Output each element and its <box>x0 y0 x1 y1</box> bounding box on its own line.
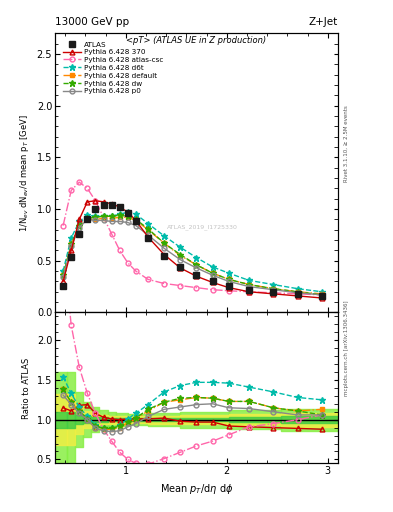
Text: Rivet 3.1.10, ≥ 2.5M events: Rivet 3.1.10, ≥ 2.5M events <box>344 105 349 182</box>
Text: mcplots.cern.ch [arXiv:1306.3436]: mcplots.cern.ch [arXiv:1306.3436] <box>344 301 349 396</box>
Legend: ATLAS, Pythia 6.428 370, Pythia 6.428 atlas-csc, Pythia 6.428 d6t, Pythia 6.428 : ATLAS, Pythia 6.428 370, Pythia 6.428 at… <box>61 40 165 96</box>
X-axis label: Mean $p_T$/d$\eta$ d$\phi$: Mean $p_T$/d$\eta$ d$\phi$ <box>160 482 233 496</box>
Text: ATLAS_2019_I1725330: ATLAS_2019_I1725330 <box>167 225 238 230</box>
Text: 13000 GeV pp: 13000 GeV pp <box>55 16 129 27</box>
Y-axis label: Ratio to ATLAS: Ratio to ATLAS <box>22 357 31 418</box>
Text: <pT> (ATLAS UE in Z production): <pT> (ATLAS UE in Z production) <box>127 36 266 45</box>
Text: Z+Jet: Z+Jet <box>309 16 338 27</box>
Y-axis label: 1/N$_{ev}$ dN$_{ev}$/d mean p$_T$ [GeV]: 1/N$_{ev}$ dN$_{ev}$/d mean p$_T$ [GeV] <box>18 114 31 232</box>
